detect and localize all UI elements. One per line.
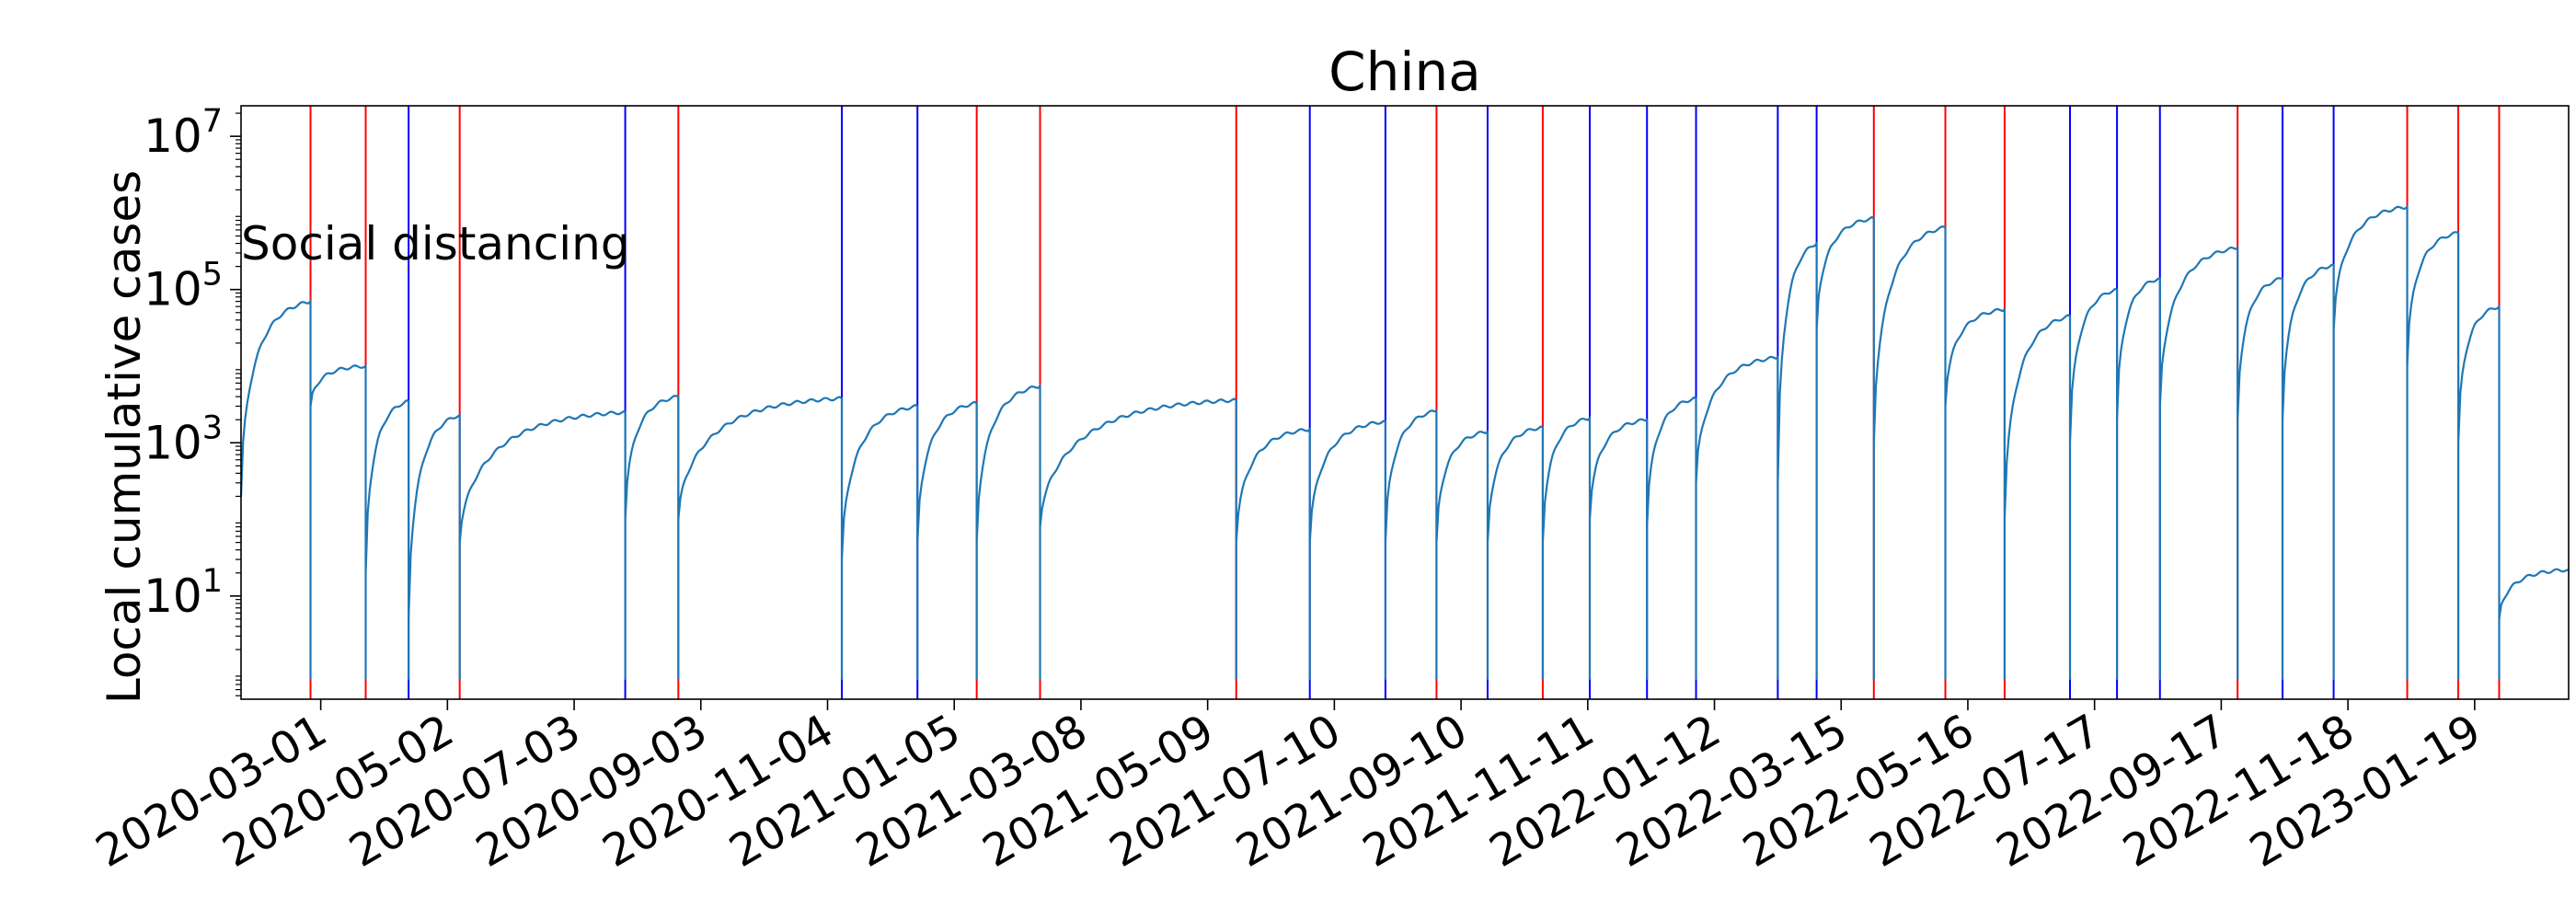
chart-title: China	[1328, 40, 1481, 103]
y-tick-label: 107	[144, 103, 223, 163]
social-distancing-annotation: Social distancing	[241, 217, 630, 270]
y-tick-label: 101	[144, 563, 223, 623]
y-axis-ticks: 101 103 105 107	[144, 103, 241, 696]
x-axis-ticks: 2020-03-012020-05-022020-07-032020-09-03…	[87, 699, 2490, 878]
plot-frame	[240, 105, 2570, 700]
event-lines	[309, 106, 2501, 699]
series-line	[239, 204, 2570, 680]
series-layer	[239, 204, 2570, 680]
y-tick-label: 105	[144, 257, 223, 316]
y-tick-label: 103	[144, 409, 223, 469]
y-axis-label: Local cumulative cases	[98, 170, 151, 704]
